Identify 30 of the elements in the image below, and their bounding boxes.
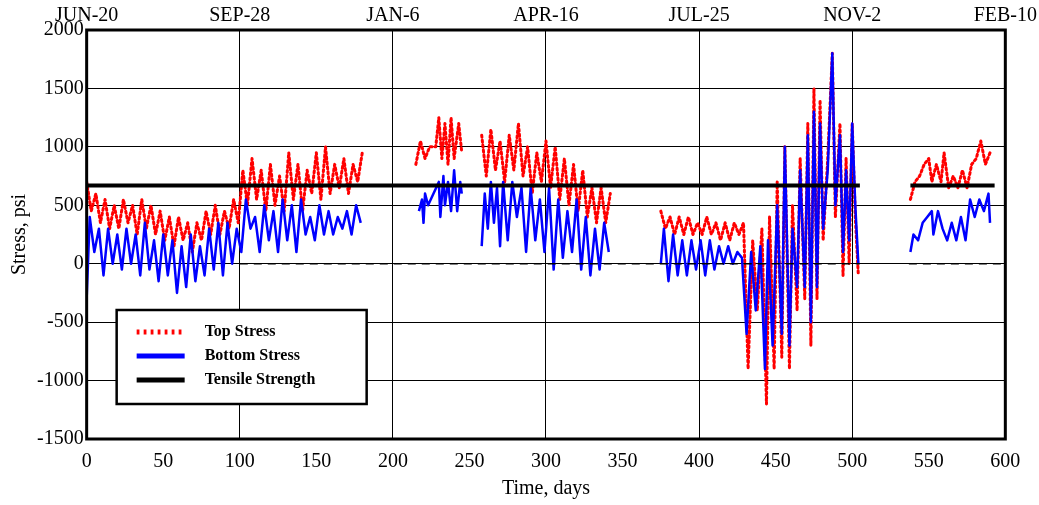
y-axis-title: Stress, psi xyxy=(7,193,31,276)
text: FEB-10 xyxy=(973,3,1037,26)
legend-label: Bottom Stress xyxy=(204,346,300,364)
x-tick-label: 600 xyxy=(990,449,1021,472)
y-tick-label: 0 xyxy=(73,250,84,273)
x-tick-label: 150 xyxy=(301,449,332,472)
text: NOV-2 xyxy=(823,3,882,26)
y-tick-label: -1500 xyxy=(36,426,84,449)
y-tick-label: 500 xyxy=(53,192,84,215)
x-tick-label: 200 xyxy=(377,449,408,472)
y-tick-label: -500 xyxy=(46,309,84,332)
x-tick-label: 500 xyxy=(837,449,868,472)
text: JAN-6 xyxy=(366,3,420,26)
x-tick-label: 100 xyxy=(224,449,255,472)
x-tick-label: 550 xyxy=(913,449,944,472)
y-tick-label: 1500 xyxy=(43,75,84,98)
x-tick-label: 50 xyxy=(153,449,174,472)
x-tick-label: 450 xyxy=(760,449,791,472)
legend-label: Top Stress xyxy=(204,322,276,341)
legend-label: Tensile Strength xyxy=(204,370,316,389)
text: JUL-25 xyxy=(668,3,730,26)
x-tick-label: 300 xyxy=(531,449,561,472)
x-tick-label: 250 xyxy=(454,449,485,472)
y-tick-label: 1000 xyxy=(43,134,84,157)
y-tick-label: -1000 xyxy=(36,367,84,390)
text: SEP-28 xyxy=(209,3,271,26)
text: APR-16 xyxy=(513,3,579,26)
x-tick-label: 350 xyxy=(607,449,638,472)
x-axis-title: Time, days xyxy=(501,476,591,500)
x-tick-label: 400 xyxy=(684,449,715,472)
